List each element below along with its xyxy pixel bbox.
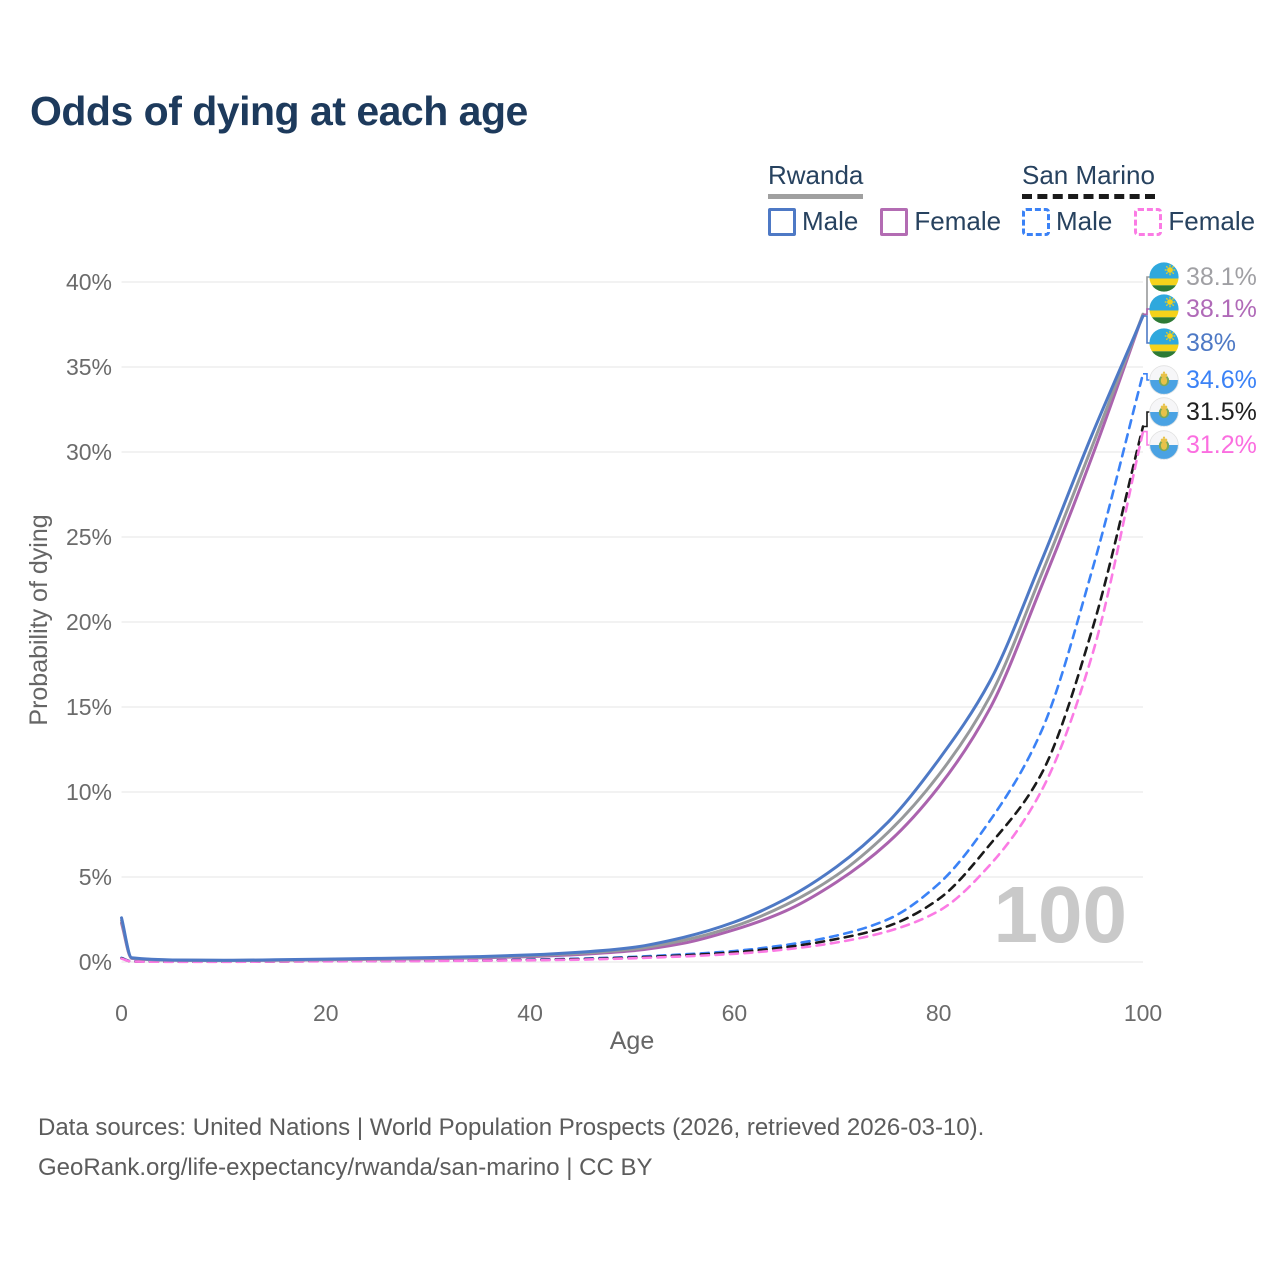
san-marino-flag-icon <box>1149 430 1179 460</box>
x-tick-label: 60 <box>722 1000 748 1026</box>
curve-rwanda-both[interactable] <box>120 312 1145 963</box>
end-label-san-marino-female: 31.2% <box>1149 429 1257 461</box>
y-tick-label: 20% <box>66 609 112 635</box>
gridlines <box>121 281 1143 963</box>
san-marino-flag-icon <box>1149 397 1179 427</box>
curve-rwanda-female[interactable] <box>120 312 1145 963</box>
legend-group-san-marino: San Marino Male Female <box>1022 160 1277 237</box>
san-marino-flag-icon <box>1149 365 1179 395</box>
y-tick-label: 0% <box>79 949 112 975</box>
end-value: 38.1% <box>1186 262 1257 291</box>
y-tick-label: 5% <box>79 864 112 890</box>
end-value: 31.2% <box>1186 430 1257 459</box>
curve-san-marino-male[interactable] <box>120 372 1145 963</box>
x-tick-label: 0 <box>115 1000 128 1026</box>
source-line-2: GeoRank.org/life-expectancy/rwanda/san-m… <box>38 1154 653 1181</box>
y-tick-label: 30% <box>66 439 112 465</box>
curve-rwanda-male[interactable] <box>120 314 1145 962</box>
end-label-rwanda-male: 38% <box>1149 327 1236 359</box>
x-tick-label: 20 <box>313 1000 339 1026</box>
x-tick-label: 100 <box>1124 1000 1162 1026</box>
end-label-rwanda-female: 38.1% <box>1149 293 1257 325</box>
legend-label-rwanda-female[interactable]: Female <box>914 206 1002 236</box>
end-value: 38.1% <box>1186 294 1257 323</box>
legend-swatch-san-marino-male[interactable] <box>1022 207 1050 236</box>
x-tick-label: 40 <box>517 1000 543 1026</box>
age-counter-watermark: 100 <box>994 870 1127 959</box>
series-curves <box>120 312 1145 964</box>
x-axis-title: Age <box>610 1027 654 1055</box>
x-tick-label: 80 <box>926 1000 952 1026</box>
rwanda-flag-icon <box>1149 262 1179 292</box>
legend-country-san-marino[interactable]: San Marino <box>1022 160 1155 199</box>
legend-label-rwanda-male[interactable]: Male <box>802 206 859 236</box>
y-tick-label: 10% <box>66 779 112 805</box>
end-label-san-marino-male: 34.6% <box>1149 364 1257 396</box>
end-label-san-marino-both: 31.5% <box>1149 396 1257 428</box>
legend-label-san-marino-female[interactable]: Female <box>1168 206 1256 236</box>
legend-swatch-rwanda-male[interactable] <box>768 207 796 236</box>
legend-label-san-marino-male[interactable]: Male <box>1056 206 1113 236</box>
legend-group-rwanda: Rwanda Male Female <box>768 160 1023 237</box>
legend-country-rwanda[interactable]: Rwanda <box>768 160 864 199</box>
end-label-rwanda-both: 38.1% <box>1149 261 1257 293</box>
y-tick-label: 25% <box>66 524 112 550</box>
page-title: Odds of dying at each age <box>30 88 528 134</box>
axis-ticks: 0% 5% 10% 15% 20% 25% 30% 35% 40% 0 20 40 60 80 100 <box>66 269 1162 1026</box>
legend-swatch-rwanda-female[interactable] <box>880 207 909 236</box>
rwanda-flag-icon <box>1149 328 1179 358</box>
y-axis-title: Probability of dying <box>25 514 53 725</box>
end-value: 31.5% <box>1186 397 1257 426</box>
end-value: 38% <box>1186 328 1237 357</box>
legend-swatch-san-marino-female[interactable] <box>1134 207 1163 236</box>
y-tick-label: 40% <box>66 269 112 295</box>
y-tick-label: 35% <box>66 354 112 380</box>
end-value: 34.6% <box>1186 365 1257 394</box>
source-line-1: Data sources: United Nations | World Pop… <box>38 1114 985 1141</box>
data-sources: Data sources: United Nations | World Pop… <box>38 1108 984 1188</box>
y-tick-label: 15% <box>66 694 112 720</box>
rwanda-flag-icon <box>1149 294 1179 324</box>
